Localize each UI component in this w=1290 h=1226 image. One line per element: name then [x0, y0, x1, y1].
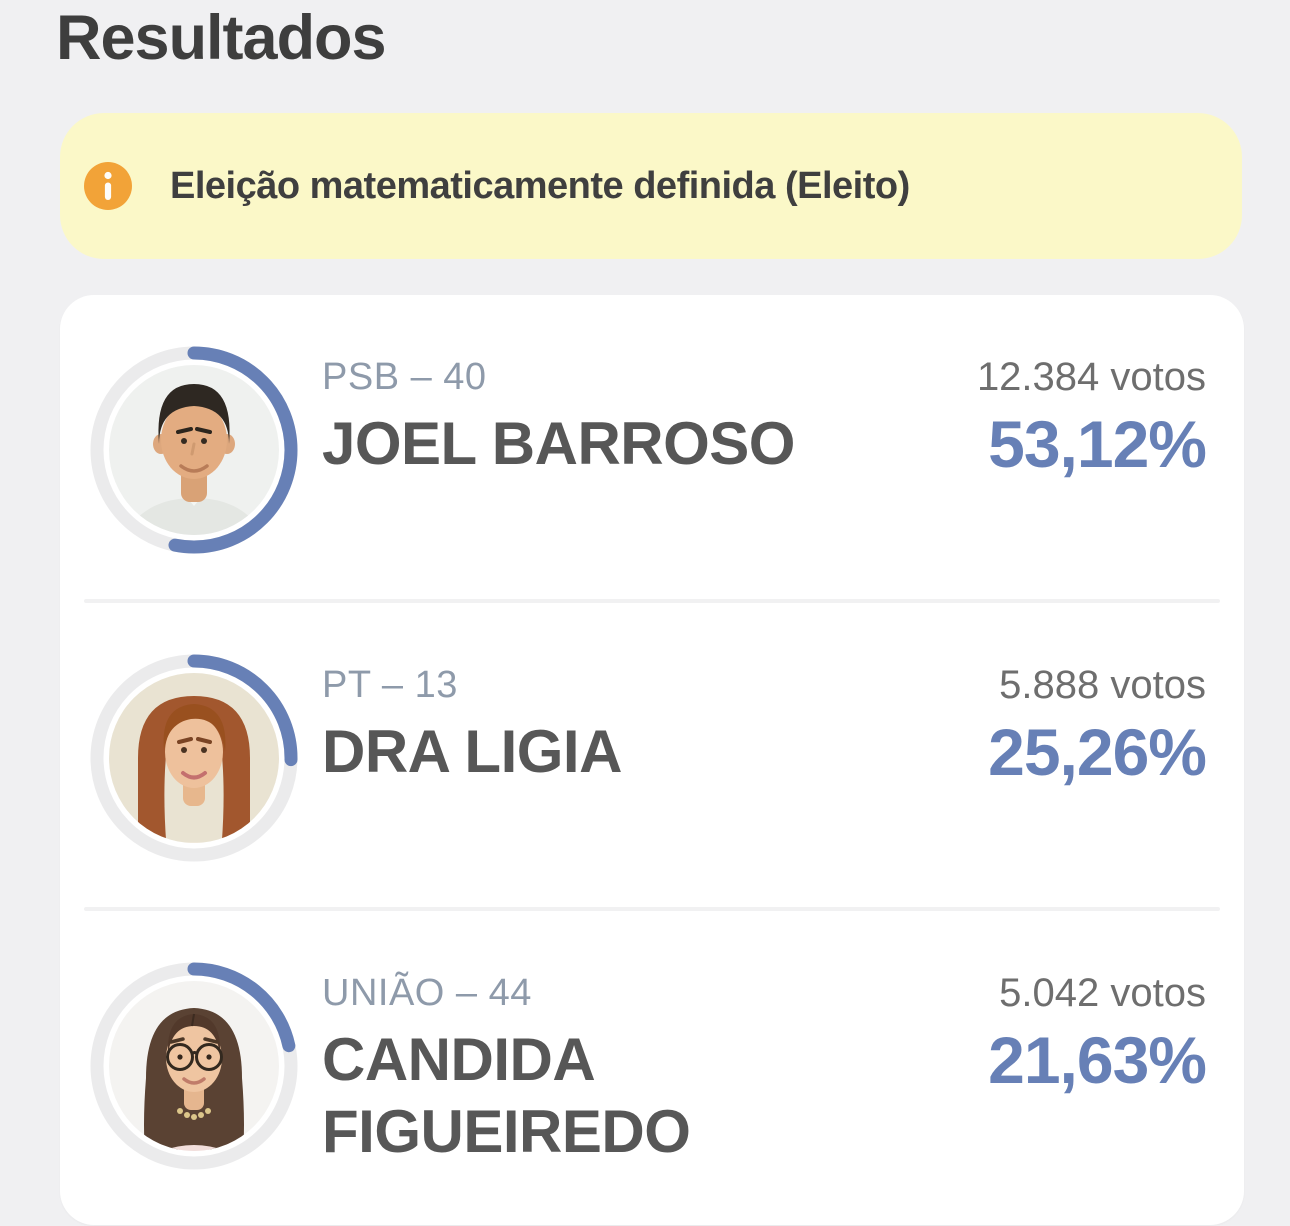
- candidate-avatar-progress-ring: [88, 960, 300, 1172]
- party-number-label: PSB – 40: [322, 356, 487, 399]
- candidate-avatar-progress-ring: [88, 652, 300, 864]
- vote-percentage: 21,63%: [988, 1023, 1207, 1098]
- row-divider: [84, 599, 1220, 604]
- candidate-name: JOEL BARROSO: [322, 410, 795, 478]
- votes-count: 12.384 votos: [976, 355, 1206, 400]
- candidate-row[interactable]: PSB – 40 JOEL BARROSO 12.384 votos 53,12…: [60, 295, 1244, 599]
- info-icon: [84, 162, 132, 211]
- party-number-label: UNIÃO – 44: [322, 972, 532, 1015]
- election-status-text: Eleição matematicamente definida (Eleito…: [170, 164, 910, 207]
- votes-count: 5.888 votos: [999, 663, 1206, 708]
- page-title: Resultados: [56, 3, 387, 73]
- party-number-label: PT – 13: [322, 664, 458, 707]
- election-status-banner: Eleição matematicamente definida (Eleito…: [60, 113, 1242, 260]
- results-card: PSB – 40 JOEL BARROSO 12.384 votos 53,12…: [60, 295, 1244, 1226]
- candidate-row[interactable]: UNIÃO – 44 CANDIDA FIGUEIREDO 5.042 voto…: [60, 911, 1244, 1215]
- woman-long-auburn-hair-photo: [109, 673, 279, 844]
- woman-glasses-pink-top-photo: [109, 981, 279, 1152]
- man-short-dark-hair-photo: [109, 365, 279, 536]
- candidate-row[interactable]: PT – 13 DRA LIGIA 5.888 votos 25,26%: [60, 603, 1244, 907]
- vote-share-arc: [90, 346, 298, 554]
- candidate-name: CANDIDA FIGUEIREDO: [322, 1026, 691, 1166]
- row-divider: [84, 907, 1220, 912]
- vote-share-arc: [90, 962, 298, 1170]
- vote-percentage: 53,12%: [988, 407, 1207, 482]
- candidate-avatar-progress-ring: [88, 344, 300, 556]
- vote-share-arc: [90, 654, 298, 862]
- vote-percentage: 25,26%: [988, 715, 1207, 790]
- votes-count: 5.042 votos: [999, 971, 1206, 1016]
- candidate-name: DRA LIGIA: [322, 718, 622, 786]
